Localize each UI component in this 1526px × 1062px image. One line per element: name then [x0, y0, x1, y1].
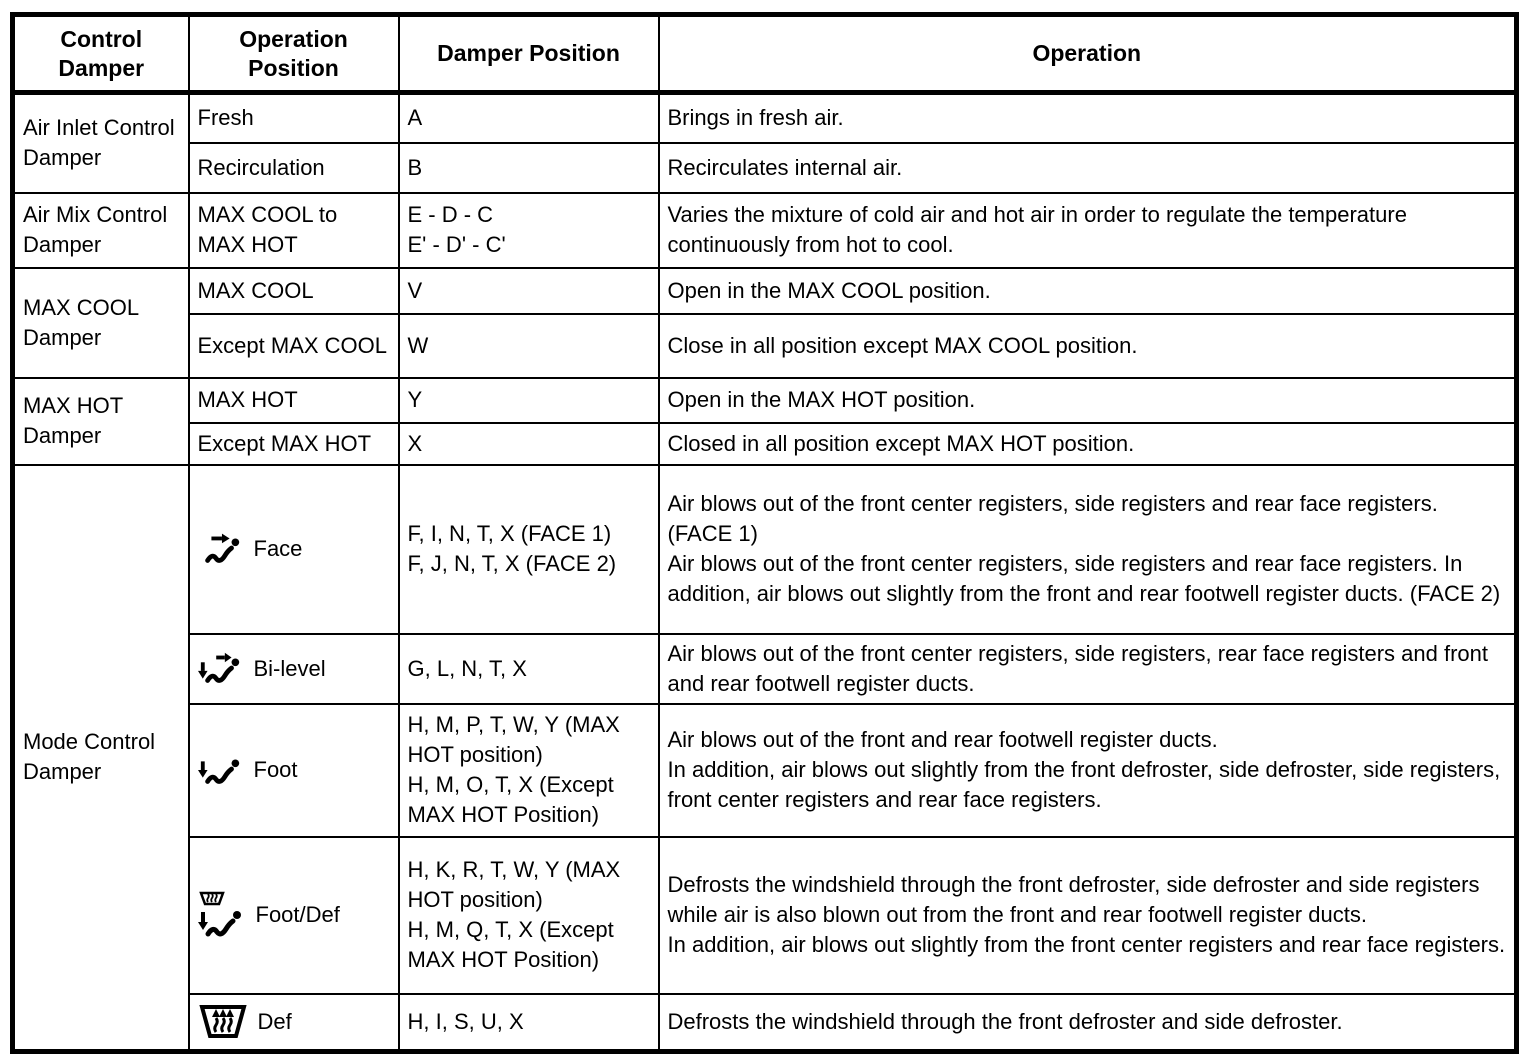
damper-line: H, M, P, T, W, Y (MAX HOT position): [407, 712, 620, 767]
operation-text: Recirculates internal air.: [667, 154, 903, 180]
operation-text: In addition, air blows out slightly from…: [667, 757, 1501, 812]
cell-control-max-cool: MAX COOL Damper: [11, 266, 190, 379]
mode-label: Foot/Def: [255, 902, 340, 927]
cell-damper-edc: E - D - C E' - D' - C': [397, 191, 660, 269]
table-row: Mode Control Damper Face F, I, N, T: [11, 463, 1518, 1053]
header-control-damper: Control Damper: [11, 13, 190, 95]
operation-text: Defrosts the windshield through the fron…: [667, 872, 1480, 927]
damper-line: H, M, O, T, X (Except MAX HOT Position): [407, 772, 614, 827]
cell-control-mode: Mode Control Damper: [11, 463, 190, 1053]
damper-line: E - D - C: [407, 202, 494, 227]
cell-position-except-max-hot: Except MAX HOT: [187, 421, 400, 466]
cell-mode-footdef: Foot/Def: [187, 835, 400, 995]
bilevel-icon: [197, 651, 244, 687]
header-operation-position: Operation Position: [187, 13, 400, 95]
manual-page: Control Damper Operation Position Damper…: [10, 12, 1519, 1054]
cell-operation-face: Air blows out of the front center regist…: [657, 463, 1518, 635]
damper-line: H, M, Q, T, X (Except MAX HOT Position): [407, 917, 614, 972]
cell-control-air-inlet: Air Inlet Control Damper: [11, 91, 190, 194]
operation-text: Varies the mixture of cold air and hot a…: [667, 202, 1407, 257]
operation-text: Brings in fresh air.: [667, 105, 844, 131]
cell-mode-bilevel: Bi-level: [187, 632, 400, 705]
cell-mode-foot: Foot: [187, 702, 400, 838]
table-row: Foot H, M, P, T, W, Y (MAX HOT position)…: [13, 702, 1518, 838]
cell-operation-recirculation: Recirculates internal air.: [657, 141, 1518, 194]
operation-text: In addition, air blows out slightly from…: [667, 932, 1506, 957]
table-row: Bi-level G, L, N, T, X Air blows out of …: [13, 632, 1518, 705]
table-row: Air Mix Control Damper MAX COOL to MAX H…: [11, 191, 1518, 269]
table-row: Def H, I, S, U, X Defrosts the windshiel…: [13, 992, 1518, 1053]
cell-operation-def: Defrosts the windshield through the fron…: [657, 992, 1518, 1053]
cell-mode-def: Def: [187, 992, 400, 1053]
operation-text: Air blows out of the front center regist…: [667, 491, 1438, 546]
mode-label: Bi-level: [253, 655, 326, 681]
table-row: Except MAX HOT X Closed in all position …: [13, 421, 1518, 466]
cell-damper-face: F, I, N, T, X (FACE 1) F, J, N, T, X (FA…: [397, 463, 660, 635]
damper-line: E' - D' - C': [407, 232, 506, 257]
operation-text: Air blows out of the front and rear foot…: [667, 727, 1218, 752]
operation-text: Close in all position except MAX COOL po…: [667, 332, 1138, 358]
cell-damper-v: V: [397, 266, 660, 315]
cell-damper-bilevel: G, L, N, T, X: [397, 632, 660, 705]
table-row: Except MAX COOL W Close in all position …: [13, 312, 1518, 379]
cell-operation-air-mix: Varies the mixture of cold air and hot a…: [657, 191, 1518, 269]
cell-damper-a: A: [397, 91, 660, 144]
cell-operation-except-max-hot: Closed in all position except MAX HOT po…: [657, 421, 1518, 466]
cell-damper-w: W: [397, 312, 660, 379]
cell-position-max-cool-to-hot: MAX COOL to MAX HOT: [187, 191, 400, 269]
cell-damper-b: B: [397, 141, 660, 194]
cell-operation-footdef: Defrosts the windshield through the fron…: [657, 835, 1518, 995]
operation-text: Defrosts the windshield through the fron…: [667, 1008, 1343, 1034]
mode-label: Face: [253, 536, 303, 561]
operation-text: Air blows out of the front center regist…: [667, 551, 1501, 606]
cell-operation-max-hot: Open in the MAX HOT position.: [657, 376, 1518, 424]
cell-operation-foot: Air blows out of the front and rear foot…: [657, 702, 1518, 838]
cell-damper-footdef: H, K, R, T, W, Y (MAX HOT position) H, M…: [397, 835, 660, 995]
operation-text: Open in the MAX HOT position.: [667, 387, 976, 412]
cell-control-max-hot: MAX HOT Damper: [11, 376, 190, 466]
operation-text: Air blows out of the front center regist…: [667, 640, 1488, 696]
foot-def-icon: [197, 890, 246, 940]
cell-damper-def: H, I, S, U, X: [397, 992, 660, 1053]
defroster-icon: [198, 1002, 248, 1042]
cell-operation-except-max-cool: Close in all position except MAX COOL po…: [657, 312, 1518, 379]
operation-text: Closed in all position except MAX HOT po…: [667, 430, 1135, 456]
cell-damper-foot: H, M, P, T, W, Y (MAX HOT position) H, M…: [397, 702, 660, 838]
cell-operation-fresh: Brings in fresh air.: [657, 91, 1518, 144]
cell-damper-y: Y: [397, 376, 660, 424]
cell-position-recirculation: Recirculation: [187, 141, 400, 194]
cell-operation-bilevel: Air blows out of the front center regist…: [657, 632, 1518, 705]
damper-operation-table: Control Damper Operation Position Damper…: [10, 12, 1519, 1054]
damper-line: F, J, N, T, X (FACE 2): [407, 551, 617, 576]
operation-text: Open in the MAX COOL position.: [667, 277, 991, 303]
damper-line: H, K, R, T, W, Y (MAX HOT position): [407, 857, 621, 912]
face-icon: [198, 531, 244, 567]
cell-operation-max-cool: Open in the MAX COOL position.: [657, 266, 1518, 315]
mode-label: Foot: [253, 757, 298, 782]
cell-position-max-hot: MAX HOT: [187, 376, 400, 424]
cell-damper-x: X: [397, 421, 660, 466]
cell-position-except-max-cool: Except MAX COOL: [187, 312, 400, 379]
cell-position-max-cool: MAX COOL: [187, 266, 400, 315]
table-row: Air Inlet Control Damper Fresh A Brings …: [11, 91, 1518, 194]
table-row: MAX HOT Damper MAX HOT Y Open in the MAX…: [11, 376, 1518, 466]
table-row: Recirculation B Recirculates internal ai…: [13, 141, 1518, 194]
header-operation: Operation: [657, 13, 1518, 95]
damper-line: F, I, N, T, X (FACE 1): [407, 521, 612, 546]
cell-control-air-mix: Air Mix Control Damper: [11, 191, 190, 269]
foot-icon: [197, 752, 244, 788]
table-row: MAX COOL Damper MAX COOL V Open in the M…: [11, 266, 1518, 379]
table-row: Foot/Def H, K, R, T, W, Y (MAX HOT posit…: [13, 835, 1518, 995]
header-damper-position: Damper Position: [397, 13, 660, 95]
mode-label: Def: [257, 1008, 292, 1034]
table-header-row: Control Damper Operation Position Damper…: [11, 13, 1518, 95]
cell-position-fresh: Fresh: [187, 91, 400, 144]
cell-mode-face: Face: [187, 463, 400, 635]
